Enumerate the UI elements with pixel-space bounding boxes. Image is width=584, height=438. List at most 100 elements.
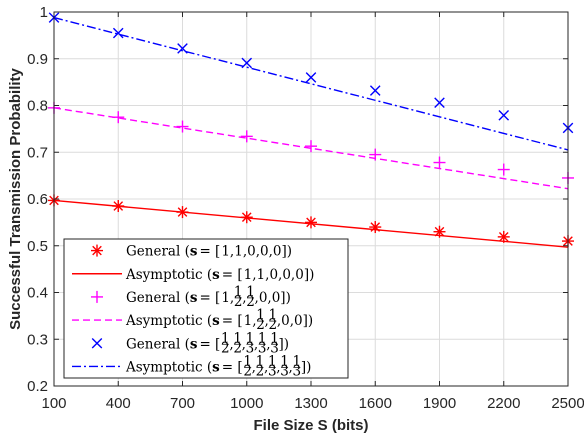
axes-frame [53,11,569,387]
legend-label-eq: = [ [199,336,220,352]
x-tick-label: 1600 [359,395,392,412]
legend-frac-den: 2 [256,317,265,333]
legend-label-value: 1 [257,267,266,283]
legend-frac-num: 1 [270,330,279,346]
legend-label-symbol: s [190,336,198,352]
legend-label-comma: , [266,336,270,352]
legend-frac-num: 1 [256,353,265,369]
legend-frac-num: 1 [234,284,243,300]
legend-label-symbol: s [190,244,198,260]
legend-label-close: ]) [301,359,312,375]
legend-label-prefix: General ( [126,290,190,306]
series-2-point [176,120,189,133]
legend-frac-num: 1 [246,284,255,300]
x-axis-label: File Size S (bits) [253,417,368,434]
legend-label-symbol: s [212,359,220,375]
y-tick-label: 0.7 [27,144,48,161]
series-2-point [305,140,317,153]
legend-entry: Asymptotic (s = [1, 12, 12, 0, 0]) [72,307,313,333]
legend-label-value: 0 [294,313,303,329]
legend-label-value: 0 [295,267,304,283]
legend-label-comma: , [229,336,233,352]
legend-frac-den: 3 [293,363,302,379]
legend-frac-den: 2 [243,363,252,379]
legend-label-prefix: Asymptotic ( [125,313,212,329]
axes-box [53,11,569,387]
legend-label-value: 0 [269,267,278,283]
series-2-point [433,156,446,169]
legend-label-prefix: General ( [126,244,190,260]
y-axis-label: Successful Transmission Probability [7,67,24,329]
legend-label-value: 1 [244,267,253,283]
legend-label-comma: , [291,267,295,283]
series-2-point [497,163,510,176]
legend-label-value: 0 [282,267,291,283]
series-3-line [53,107,569,190]
series-4-point [112,27,124,39]
legend-frac-den: 3 [270,340,279,356]
legend-frac-den: 2 [269,317,278,333]
legend-label-comma: , [252,313,256,329]
x-tick-label: 1000 [230,395,263,412]
legend: General (s = [1, 1, 0, 0, 0])Asymptotic (… [63,238,349,379]
legend-label-symbol: s [190,290,198,306]
legend-frac-num: 1 [293,353,302,369]
legend-label-eq: = [ [199,244,220,260]
legend-marker [91,244,103,257]
legend-frac-den: 3 [246,340,255,356]
legend-label-comma: , [265,267,269,283]
legend-label-comma: , [230,244,234,260]
legend-frac-den: 3 [258,340,267,356]
legend-label-comma: , [256,244,260,260]
legend-box [63,238,349,379]
legend-label-comma: , [290,313,294,329]
x-tick-label: 700 [170,395,195,412]
series-2-point [240,130,253,143]
y-tick-label: 0.4 [27,285,48,302]
legend-frac-den: 2 [256,363,265,379]
x-tick-label: 2500 [551,395,584,412]
legend-entry: General (s = [1, 1, 0, 0, 0]) [91,244,292,260]
legend-frac-num: 1 [269,307,278,323]
series-4-point [498,110,510,121]
legend-label-prefix: Asymptotic ( [125,267,212,283]
y-tick-label: 0.2 [27,378,48,395]
legend-marker [91,337,103,349]
legend-frac-num: 1 [233,330,242,346]
legend-entry: Asymptotic (s = [12, 12, 13, 13, 13]) [72,353,311,379]
series-4-point [369,85,381,96]
legend-label-eq: = [ [222,267,243,283]
legend-entry: General (s = [12, 12, 13, 13, 13]) [91,330,290,356]
legend-frac-num: 1 [243,353,252,369]
legend-frac-den: 2 [233,340,242,356]
y-tick-label: 0.5 [27,238,48,255]
legend-label-eq: = [ [222,359,243,375]
y-tick-label: 0.3 [27,331,48,348]
series-1-line [53,199,569,248]
x-tick-label: 400 [106,395,131,412]
y-tick-label: 0.8 [27,98,48,115]
legend-label-comma: , [269,244,273,260]
legend-label-comma: , [264,359,268,375]
legend-label-eq: = [ [222,313,243,329]
y-tick-label: 0.9 [27,51,48,68]
legend-frac-num: 1 [221,330,230,346]
series-4-point [305,72,317,83]
legend-label-comma: , [289,359,293,375]
legend-label-comma: , [230,290,234,306]
legend-label-value: 0 [272,290,281,306]
legend-label-value: 1 [221,290,230,306]
legend-label-close: ]) [304,267,315,283]
legend-label-comma: , [255,290,259,306]
legend-label-prefix: General ( [126,336,190,352]
legend-label-comma: , [265,313,269,329]
series-5-line [53,16,569,151]
series-0-point [497,230,510,243]
legend-label-value: 0 [260,244,269,260]
legend-frac-num: 1 [256,307,265,323]
legend-label-eq: = [ [199,290,220,306]
legend-entry: Asymptotic (s = [1, 1, 0, 0, 0]) [72,267,314,283]
legend-label-close: ]) [279,336,290,352]
legend-label-value: 1 [234,244,243,260]
